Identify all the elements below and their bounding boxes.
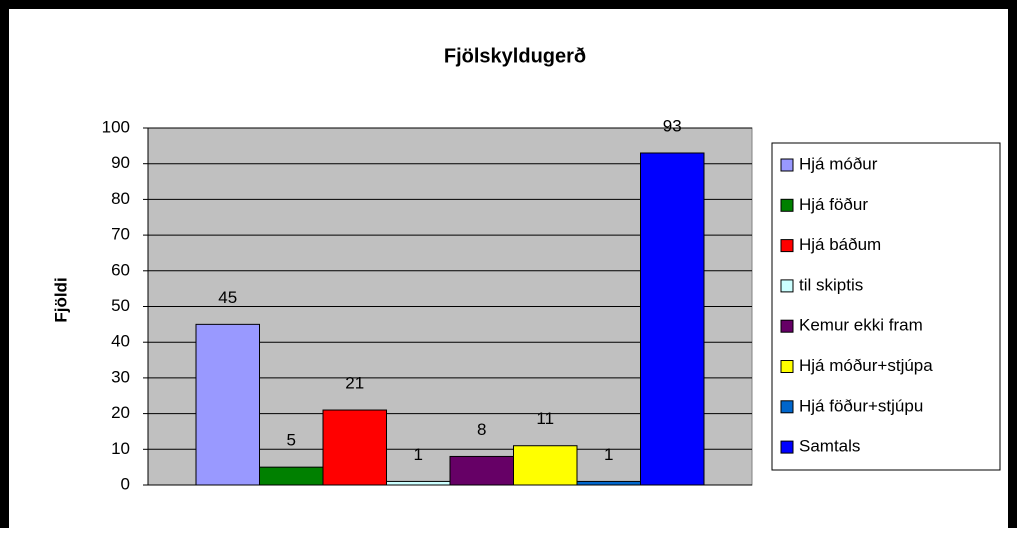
legend-label: Hjá föður <box>799 195 868 214</box>
y-tick-label: 70 <box>111 225 130 244</box>
y-axis-label: Fjöldi <box>51 277 70 322</box>
data-label: 1 <box>604 445 613 464</box>
legend-label: Samtals <box>799 437 860 456</box>
legend-label: Hjá móður <box>799 154 878 173</box>
data-label: 45 <box>218 288 237 307</box>
bar <box>449 455 514 486</box>
bar <box>576 480 641 486</box>
y-tick-label: 100 <box>102 117 130 136</box>
legend-swatch <box>780 198 794 212</box>
y-tick-label: 0 <box>121 474 130 493</box>
bar <box>322 409 387 486</box>
legend-swatch <box>780 158 794 172</box>
data-label: 93 <box>663 116 682 135</box>
legend-swatch <box>780 319 794 333</box>
legend-label: Hjá móður+stjúpa <box>799 356 933 375</box>
y-tick-label: 90 <box>111 153 130 172</box>
legend-swatch <box>780 400 794 414</box>
data-label: 21 <box>345 374 364 393</box>
legend-label: til skiptis <box>799 275 863 294</box>
legend <box>771 142 1001 471</box>
data-label: 1 <box>414 445 423 464</box>
y-tick-label: 20 <box>111 403 130 422</box>
data-label: 8 <box>477 420 486 439</box>
y-tick-label: 30 <box>111 367 130 386</box>
legend-swatch <box>780 360 794 373</box>
legend-swatch <box>780 440 794 454</box>
y-tick-label: 40 <box>111 332 130 351</box>
legend-swatch <box>780 239 794 253</box>
data-label: 11 <box>536 409 554 428</box>
data-label: 5 <box>287 431 296 450</box>
legend-label: Kemur ekki fram <box>799 316 923 335</box>
bar <box>195 323 260 486</box>
chart-title: Fjölskyldugerð <box>444 45 586 67</box>
legend-label: Hjá föður+stjúpu <box>799 396 923 415</box>
y-tick-label: 10 <box>111 439 130 458</box>
y-tick-label: 50 <box>111 296 130 315</box>
bar <box>386 480 451 486</box>
bar <box>640 152 705 486</box>
bar <box>513 445 578 486</box>
legend-swatch <box>780 279 794 293</box>
y-tick-label: 80 <box>111 189 130 208</box>
bar <box>259 466 324 486</box>
y-tick-label: 60 <box>111 260 130 279</box>
legend-label: Hjá báðum <box>799 235 881 254</box>
